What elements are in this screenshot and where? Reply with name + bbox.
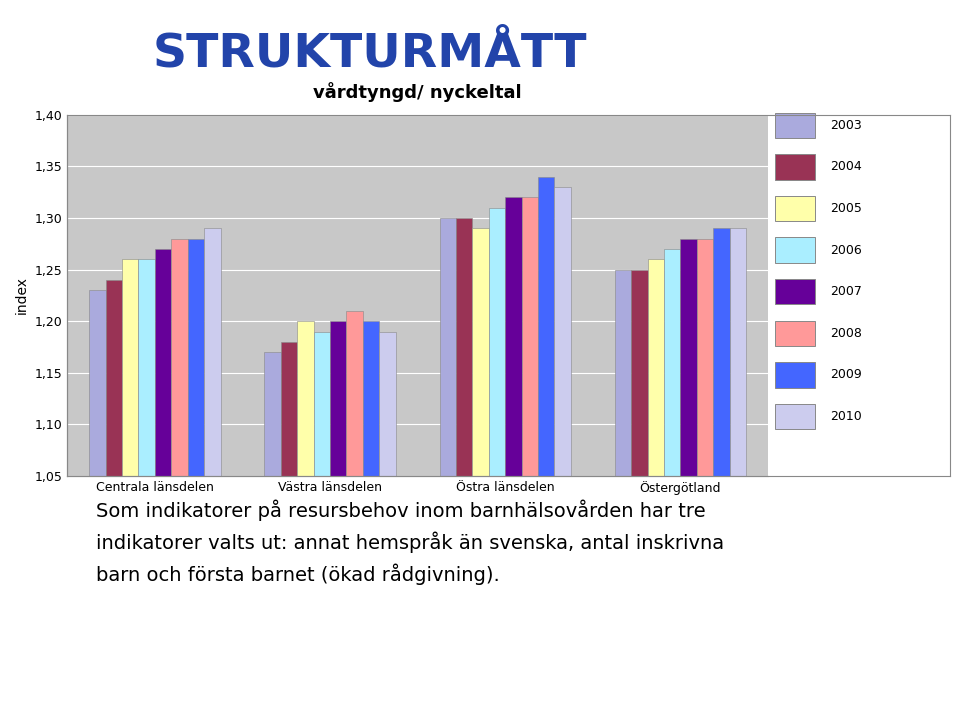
Bar <box>776 404 815 429</box>
Bar <box>776 321 815 346</box>
Text: 2006: 2006 <box>830 243 862 256</box>
Text: Landstinget
i Östergötland: Landstinget i Östergötland <box>845 665 946 696</box>
Text: 2005: 2005 <box>830 202 862 215</box>
Bar <box>521 197 538 716</box>
Bar <box>106 280 122 716</box>
Bar <box>614 269 631 716</box>
Bar <box>314 332 330 716</box>
Bar <box>631 269 648 716</box>
Title: vårdtyngd/ nyckeltal: vårdtyngd/ nyckeltal <box>313 82 522 102</box>
Bar <box>776 155 815 180</box>
Bar <box>648 259 664 716</box>
Bar <box>379 332 396 716</box>
Bar <box>776 112 815 138</box>
Bar <box>489 208 505 716</box>
Bar <box>122 259 138 716</box>
Text: STRUKTURMÅTT: STRUKTURMÅTT <box>153 31 588 76</box>
Bar <box>155 249 171 716</box>
Bar <box>204 228 221 716</box>
Bar <box>697 238 713 716</box>
Bar <box>138 259 155 716</box>
Bar <box>89 290 106 716</box>
Bar <box>730 228 746 716</box>
Bar <box>681 238 697 716</box>
Text: 2003: 2003 <box>830 119 862 132</box>
Bar <box>264 352 280 716</box>
Bar <box>440 218 456 716</box>
Bar <box>330 321 347 716</box>
Bar <box>776 196 815 221</box>
Text: 2008: 2008 <box>830 326 862 340</box>
Bar <box>776 362 815 387</box>
Bar <box>347 311 363 716</box>
Bar <box>363 321 379 716</box>
Bar <box>555 187 571 716</box>
Bar <box>456 218 472 716</box>
Text: 2004: 2004 <box>830 160 862 173</box>
Bar <box>171 238 187 716</box>
Text: 2007: 2007 <box>830 285 862 299</box>
Bar <box>505 197 521 716</box>
Bar <box>776 238 815 263</box>
Bar <box>472 228 489 716</box>
Bar <box>713 228 730 716</box>
Text: 2010: 2010 <box>830 410 862 423</box>
Bar <box>776 279 815 304</box>
Bar <box>187 238 204 716</box>
Bar <box>664 249 681 716</box>
Bar <box>538 177 555 716</box>
Text: Som indikatorer på resursbehov inom barnhälsovården har tre
indikatorer valts ut: Som indikatorer på resursbehov inom barn… <box>96 500 724 585</box>
Y-axis label: index: index <box>15 276 29 314</box>
Bar <box>280 342 298 716</box>
Bar <box>298 321 314 716</box>
Text: 2009: 2009 <box>830 369 862 382</box>
